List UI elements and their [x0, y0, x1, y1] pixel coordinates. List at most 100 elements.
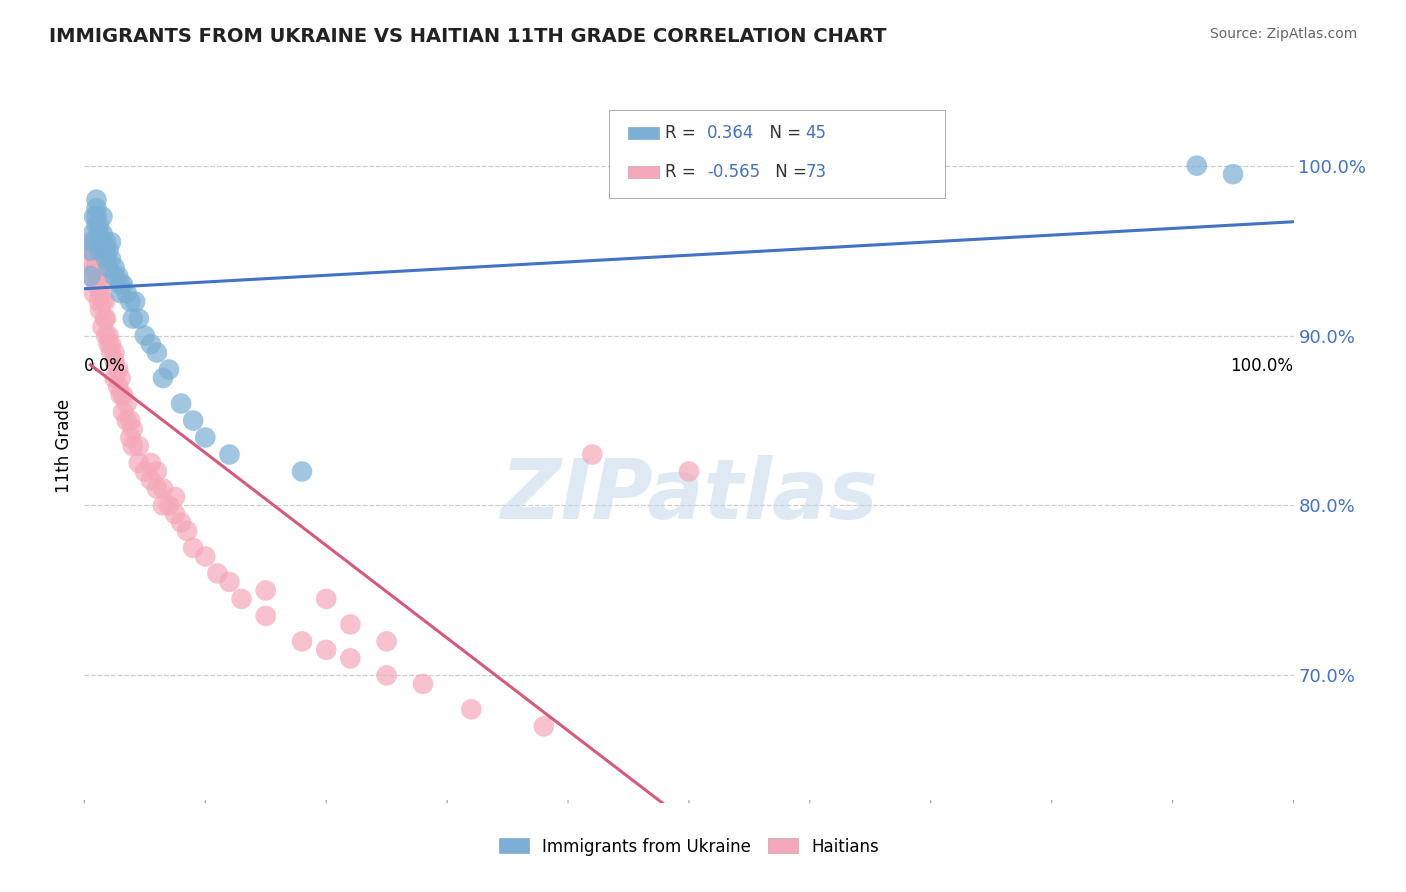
Point	[134, 465, 156, 479]
Point	[121, 311, 143, 326]
Point	[120, 294, 142, 309]
Text: N =: N =	[770, 163, 813, 181]
Point	[91, 294, 114, 309]
Point	[207, 566, 229, 581]
Legend: Immigrants from Ukraine, Haitians: Immigrants from Ukraine, Haitians	[492, 831, 886, 863]
Point	[91, 227, 114, 241]
Point	[115, 396, 138, 410]
Point	[170, 516, 193, 530]
Point	[89, 244, 111, 258]
Point	[1185, 159, 1208, 173]
Point	[100, 235, 122, 249]
Point	[79, 269, 101, 284]
Point	[181, 413, 204, 427]
Point	[146, 345, 169, 359]
Point	[100, 252, 122, 266]
Point	[94, 311, 117, 326]
Point	[94, 328, 117, 343]
Point	[87, 294, 110, 309]
Point	[110, 371, 132, 385]
Point	[87, 269, 110, 284]
Point	[83, 260, 105, 275]
Point	[97, 337, 120, 351]
Point	[678, 465, 700, 479]
Point	[86, 252, 108, 266]
Text: 73: 73	[806, 163, 827, 181]
Point	[83, 210, 105, 224]
Text: 0.0%: 0.0%	[84, 357, 127, 375]
Point	[115, 413, 138, 427]
Text: R =: R =	[665, 124, 702, 142]
Point	[86, 201, 108, 215]
Point	[86, 210, 108, 224]
Point	[97, 260, 120, 275]
Point	[412, 677, 434, 691]
Point	[107, 269, 129, 284]
Point	[231, 591, 253, 606]
Point	[339, 617, 361, 632]
Point	[120, 430, 142, 444]
Point	[375, 634, 398, 648]
Point	[254, 583, 277, 598]
Point	[91, 235, 114, 249]
Point	[104, 269, 127, 284]
Point	[79, 252, 101, 266]
Point	[315, 643, 337, 657]
Point	[110, 388, 132, 402]
Point	[181, 541, 204, 555]
Point	[128, 439, 150, 453]
Point	[110, 277, 132, 292]
Point	[152, 482, 174, 496]
Point	[146, 482, 169, 496]
Point	[291, 465, 314, 479]
Point	[1222, 167, 1244, 181]
Point	[82, 244, 104, 258]
Point	[82, 227, 104, 241]
Point	[100, 345, 122, 359]
Point	[86, 193, 108, 207]
Point	[79, 244, 101, 258]
Point	[104, 371, 127, 385]
Point	[115, 286, 138, 301]
Point	[165, 490, 187, 504]
Text: 100.0%: 100.0%	[1230, 357, 1294, 375]
Point	[128, 311, 150, 326]
Point	[89, 303, 111, 318]
Point	[121, 422, 143, 436]
Point	[107, 379, 129, 393]
Text: IMMIGRANTS FROM UKRAINE VS HAITIAN 11TH GRADE CORRELATION CHART: IMMIGRANTS FROM UKRAINE VS HAITIAN 11TH …	[49, 27, 887, 45]
Point	[94, 244, 117, 258]
Text: Source: ZipAtlas.com: Source: ZipAtlas.com	[1209, 27, 1357, 41]
Point	[460, 702, 482, 716]
Point	[120, 413, 142, 427]
Point	[146, 465, 169, 479]
Point	[94, 235, 117, 249]
Point	[194, 430, 217, 444]
Point	[218, 574, 240, 589]
Point	[83, 235, 105, 249]
Point	[104, 345, 127, 359]
Text: ZIPatlas: ZIPatlas	[501, 456, 877, 536]
Point	[87, 218, 110, 232]
Point	[291, 634, 314, 648]
Point	[152, 499, 174, 513]
Point	[91, 210, 114, 224]
Point	[112, 277, 135, 292]
Text: 45: 45	[806, 124, 827, 142]
Point	[79, 235, 101, 249]
Point	[91, 277, 114, 292]
Point	[157, 362, 180, 376]
Point	[128, 456, 150, 470]
Point	[121, 439, 143, 453]
Point	[97, 244, 120, 258]
Point	[170, 396, 193, 410]
Point	[87, 227, 110, 241]
Point	[94, 311, 117, 326]
Point	[82, 269, 104, 284]
Point	[94, 252, 117, 266]
Point	[581, 448, 603, 462]
Point	[139, 337, 162, 351]
Point	[89, 286, 111, 301]
Point	[533, 719, 555, 733]
Point	[107, 362, 129, 376]
